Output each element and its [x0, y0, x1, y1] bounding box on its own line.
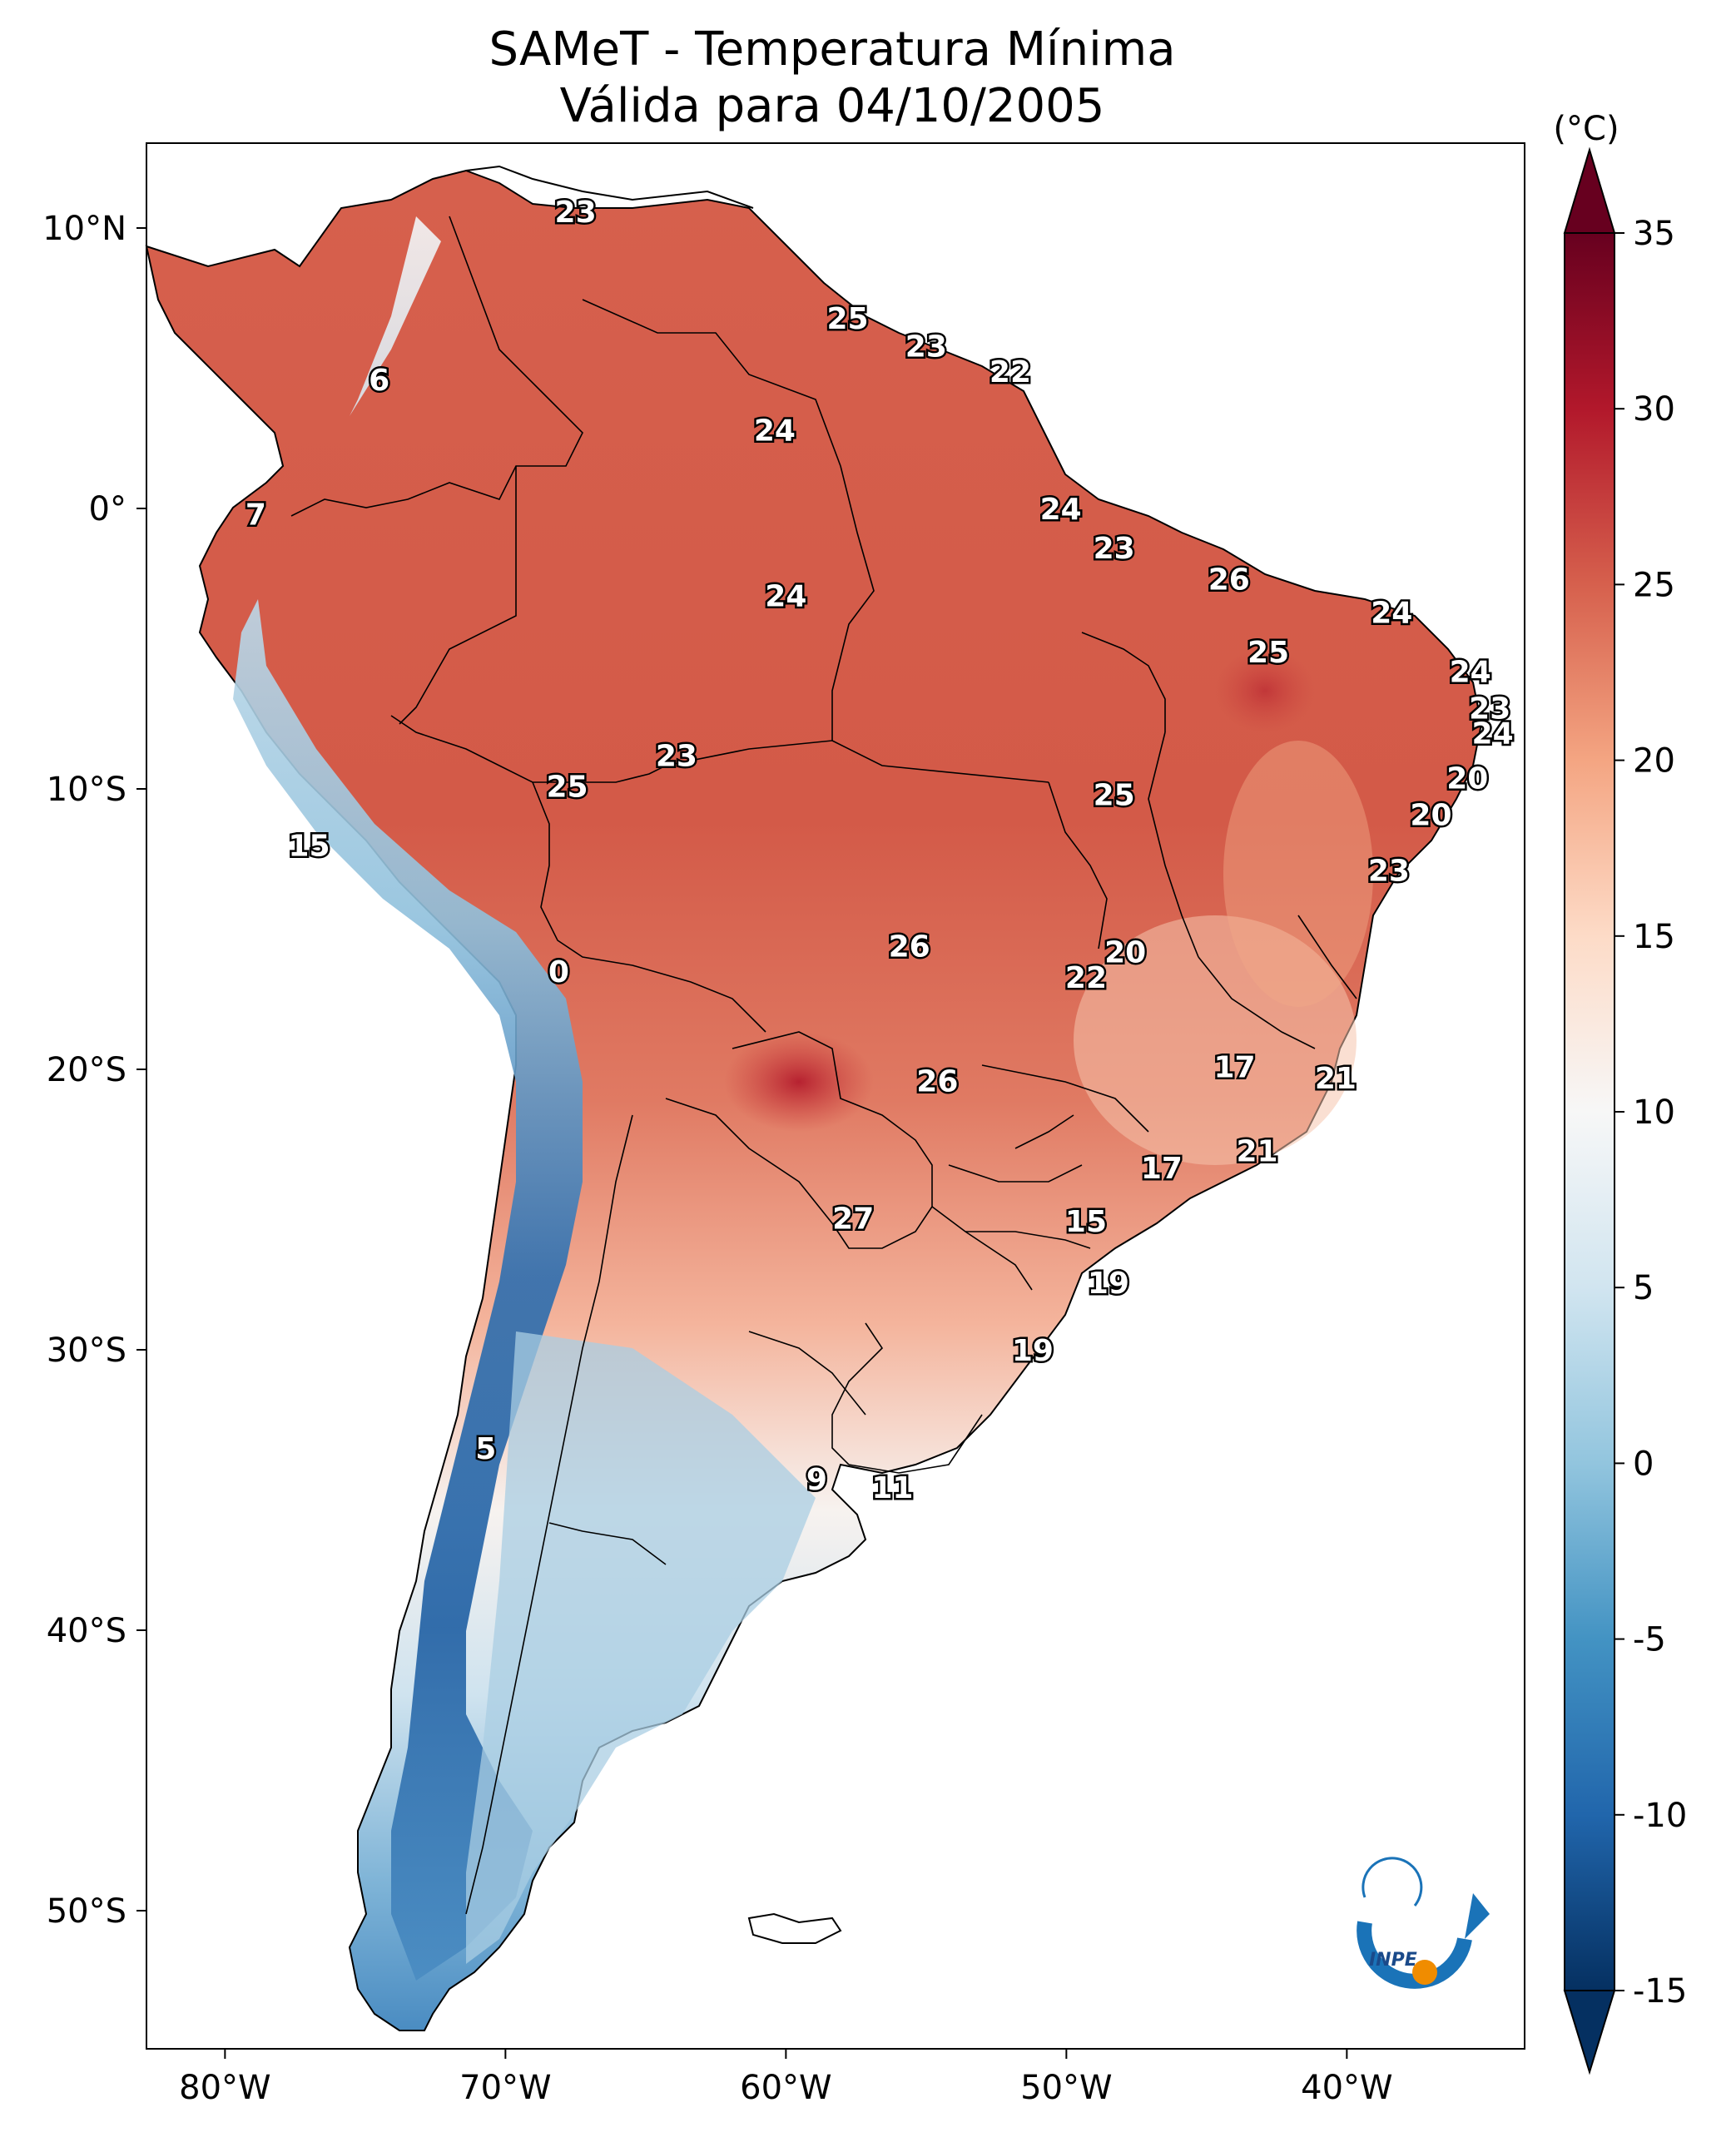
latitude-tick-label: 20°S [47, 1051, 126, 1089]
station-temperature-label: 24 [1040, 493, 1082, 527]
colorbar: (°C) 35 30 25 20 15 10 5 0 -5 -10 -15 [1553, 110, 1687, 2075]
station-temperature-label: 24 [1472, 717, 1514, 751]
station-temperature-label: 23 [1094, 532, 1135, 566]
latitude-tick-label: 50°S [47, 1892, 126, 1931]
longitude-labels: 80°W 70°W 60°W 50°W 40°W [179, 2069, 1392, 2107]
mild-area-southeast [1074, 915, 1357, 1165]
colorbar-max-arrow [1563, 146, 1616, 234]
logo-arrow-icon [1465, 1893, 1490, 1939]
station-temperature-label: 0 [548, 955, 569, 989]
patagonia-plain [466, 1331, 816, 1964]
colorbar-tick-label: -5 [1633, 1621, 1666, 1659]
colorbar-tick-label: -10 [1633, 1797, 1687, 1835]
station-temperature-label: 7 [246, 498, 266, 533]
station-temperature-label: 15 [1065, 1205, 1107, 1239]
station-temperature-label: 15 [288, 829, 330, 863]
latitude-tick-label: 40°S [47, 1612, 126, 1650]
station-temperature-label: 26 [889, 930, 930, 964]
station-temperature-label: 26 [1208, 563, 1250, 597]
station-temperature-label: 20 [1104, 935, 1146, 969]
station-temperature-label: 24 [1371, 597, 1412, 631]
station-temperature-label: 26 [916, 1064, 958, 1098]
logo-arc-icon [1357, 1921, 1472, 1989]
colorbar-ticks: 35 30 25 20 15 10 5 0 -5 -10 -15 [1614, 215, 1687, 2011]
colorbar-tick-label: 20 [1633, 742, 1675, 781]
station-temperature-label: 17 [1214, 1051, 1256, 1085]
station-temperature-label: 17 [1141, 1152, 1183, 1186]
latitude-labels: 10°N 0° 10°S 20°S 30°S 40°S 50°S [42, 210, 126, 1931]
station-temperature-label: 20 [1446, 762, 1488, 796]
caribbean-coast [465, 165, 754, 209]
latitude-tick-label: 10°S [47, 771, 126, 809]
hot-spot-northeast [1215, 649, 1315, 732]
hot-spot-chaco [724, 1032, 874, 1132]
longitude-tick-label: 60°W [740, 2069, 831, 2107]
station-temperature-label: 19 [1088, 1267, 1129, 1301]
colorbar-tick-label: -15 [1633, 1972, 1687, 2011]
falkland-islands [747, 1912, 842, 1944]
longitude-tick-label: 80°W [179, 2069, 270, 2107]
longitude-tick-label: 70°W [459, 2069, 551, 2107]
station-temperature-label: 6 [369, 364, 389, 398]
station-temperature-label: 21 [1315, 1062, 1357, 1096]
station-temperature-label: 27 [832, 1202, 874, 1237]
colorbar-tick-label: 5 [1633, 1269, 1654, 1307]
station-temperature-label: 5 [475, 1432, 496, 1466]
colorbar-tick-label: 30 [1633, 390, 1675, 429]
station-temperature-label: 22 [1065, 961, 1107, 995]
station-temperature-label: 25 [826, 302, 868, 336]
map-subtitle: Válida para 04/10/2005 [559, 79, 1105, 133]
station-temperature-label: 22 [990, 355, 1031, 389]
colorbar-tick-label: 25 [1633, 566, 1675, 604]
colorbar-tick-label: 10 [1633, 1093, 1675, 1132]
station-temperature-label: 21 [1236, 1135, 1277, 1169]
station-temperature-label: 20 [1410, 798, 1451, 832]
station-temperature-label: 23 [656, 740, 697, 774]
political-borders [290, 216, 1357, 1915]
station-temperature-label: 24 [754, 414, 796, 449]
station-temperature-label: 19 [1012, 1334, 1054, 1368]
inpe-logo: INPE [1357, 1857, 1490, 1989]
station-temperature-label: 11 [871, 1471, 913, 1505]
station-temperature-label: 25 [546, 771, 588, 805]
logo-orbit-icon [1362, 1857, 1423, 1907]
mild-area-bahia [1223, 741, 1373, 1007]
map-title: SAMeT - Temperatura Mínima [489, 22, 1176, 77]
station-temperature-label: 24 [765, 579, 806, 613]
station-temperature-label: 25 [1247, 636, 1289, 670]
latitude-tick-label: 0° [89, 490, 126, 528]
station-temperature-label: 23 [905, 330, 947, 364]
station-temperature-label: 9 [806, 1463, 827, 1497]
colorbar-unit: (°C) [1553, 110, 1619, 148]
station-temperature-label: 25 [1094, 779, 1135, 813]
latitude-tick-label: 30°S [47, 1331, 126, 1370]
colorbar-bar [1564, 232, 1615, 1991]
colorbar-tick-label: 0 [1633, 1445, 1654, 1483]
colorbar-tick-label: 15 [1633, 918, 1675, 956]
longitude-tick-label: 50°W [1020, 2069, 1112, 2107]
axis-ticks [136, 227, 1348, 2059]
logo-sun-icon [1412, 1960, 1437, 1985]
station-temperature-label: 23 [1368, 855, 1410, 889]
station-temperature-label: 23 [1469, 692, 1510, 726]
longitude-tick-label: 40°W [1301, 2069, 1392, 2107]
colorbar-min-arrow [1563, 1990, 1616, 2075]
station-temperature-label: 23 [555, 196, 597, 230]
station-temperature-label: 24 [1450, 655, 1491, 689]
logo-text: INPE [1369, 1950, 1417, 1971]
colorbar-tick-label: 35 [1633, 215, 1675, 253]
latitude-tick-label: 10°N [42, 210, 126, 248]
